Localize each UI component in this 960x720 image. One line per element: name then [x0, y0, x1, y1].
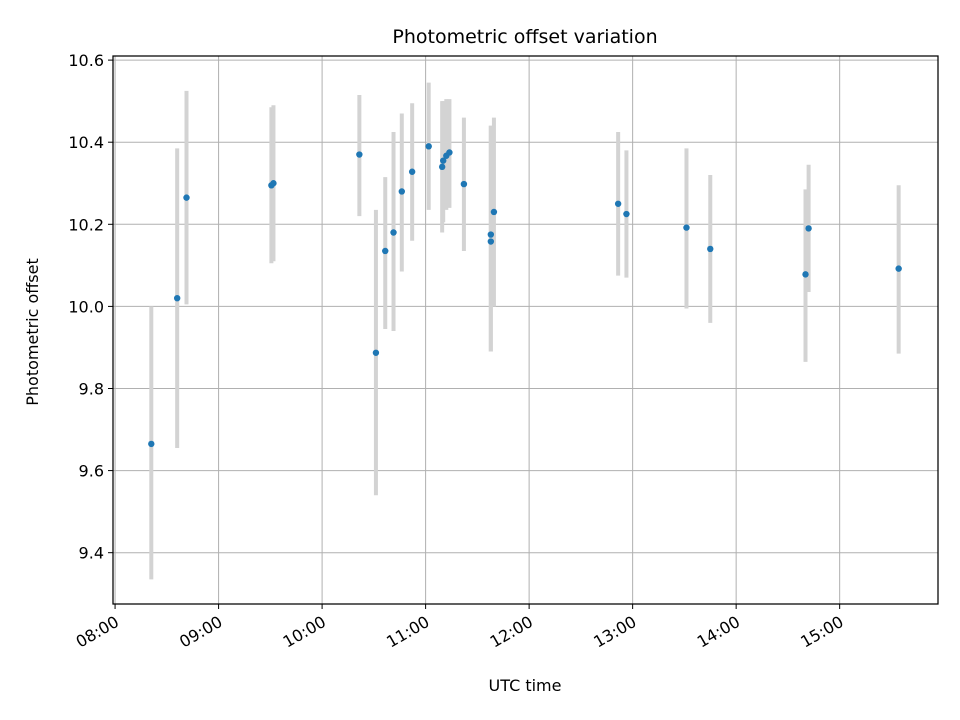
data-point: [183, 194, 190, 201]
grid-lines: [113, 56, 938, 604]
data-point: [173, 294, 181, 302]
data-point: [623, 210, 630, 218]
data-point: [707, 245, 714, 253]
data-points: [148, 143, 902, 448]
data-point: [425, 143, 432, 150]
data-point: [487, 238, 495, 245]
chart-title: Photometric offset variation: [392, 26, 657, 48]
data-point: [270, 180, 277, 187]
y-tick-label: 10.4: [68, 133, 104, 152]
data-point: [390, 229, 397, 236]
data-point: [446, 149, 453, 156]
data-point: [490, 208, 498, 216]
y-tick-label: 10.6: [68, 51, 104, 70]
y-tick-label: 10.2: [68, 215, 104, 234]
data-point: [356, 151, 363, 158]
data-point: [148, 440, 155, 448]
y-axis-label: Photometric offset: [23, 258, 42, 406]
data-point: [614, 200, 622, 207]
x-axis-label: UTC time: [489, 676, 562, 695]
data-point: [895, 265, 902, 272]
y-tick-label: 10.0: [68, 297, 104, 316]
plot-frame: [112, 55, 939, 605]
data-point: [372, 349, 380, 356]
y-tick-label: 9.8: [79, 379, 104, 398]
plot-area: [113, 56, 938, 604]
data-point: [805, 225, 812, 232]
y-axis-ticks: 9.4 9.6 9.8 10.0 10.2 10.4 10.6: [68, 51, 113, 563]
y-tick-label: 9.6: [79, 462, 104, 481]
data-point: [398, 188, 406, 195]
data-point: [440, 157, 447, 164]
data-point: [382, 247, 389, 255]
data-point: [438, 163, 446, 171]
data-point: [408, 168, 416, 175]
data-point: [802, 271, 809, 278]
data-point: [487, 231, 495, 238]
y-tick-label: 9.4: [79, 544, 104, 563]
data-point: [460, 180, 468, 188]
data-point: [683, 224, 690, 231]
